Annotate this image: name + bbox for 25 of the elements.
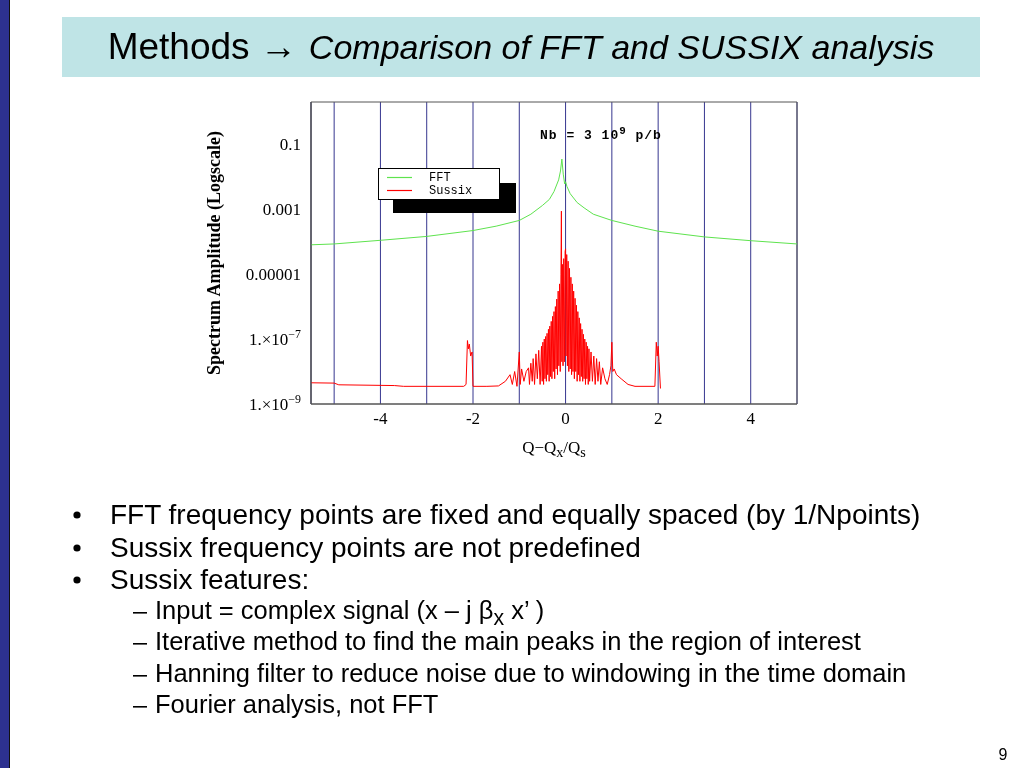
y-tick-label: 0.1 xyxy=(279,135,301,155)
text: 9 xyxy=(997,746,1009,764)
y-axis-title: Spectrum Amplitude (Logscale) xyxy=(204,131,226,375)
y-tick-label: 0.00001 xyxy=(245,265,301,285)
y-tick-label: 1.×10$^{−9}$ xyxy=(249,391,302,414)
annotation: Nb = 3 10$^{9}$ p/b xyxy=(540,125,662,144)
text: Fourier analysis, not FFT xyxy=(155,689,439,719)
y-tick-label: 1.×10$^{−7}$ xyxy=(249,327,302,350)
line-series xyxy=(311,158,797,246)
text: Hanning filter to reduce noise due to windowing in the time domain xyxy=(155,658,907,688)
legend-label: FFT xyxy=(429,170,451,185)
text: Sussix features: xyxy=(110,564,310,596)
chart-title: Methods → xyxy=(107,26,297,68)
x-tick-label: 0 xyxy=(561,409,570,429)
chart-subtitle: Comparison of FFT and SUSSIX analysis xyxy=(308,27,935,67)
x-tick-label: -4 xyxy=(373,409,388,429)
y-tick-label: 0.001 xyxy=(262,200,301,220)
x-axis-title: Q−Q$_{x}$/Q$_{s}$ xyxy=(521,438,587,463)
x-tick-label: -2 xyxy=(465,409,481,429)
x-tick-label: 4 xyxy=(746,409,756,429)
legend-label: Sussix xyxy=(429,183,473,198)
text: Sussix frequency points are not predefined xyxy=(110,531,641,564)
x-tick-label: 2 xyxy=(653,409,663,429)
text: FFT frequency points are fixed and equally spaced (by 1/Npoints) xyxy=(110,499,921,531)
line-series xyxy=(311,210,661,390)
